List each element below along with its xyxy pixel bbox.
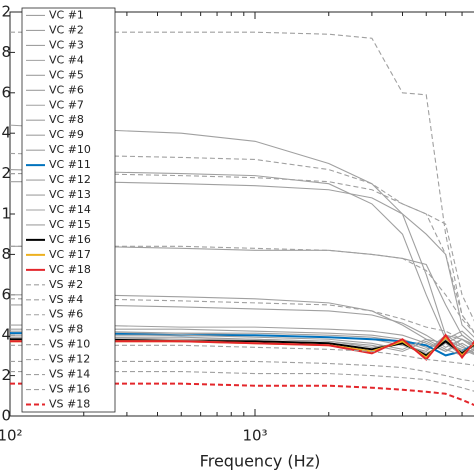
legend-label: VC #9 [49, 128, 84, 141]
legend-label: VC #13 [49, 188, 91, 201]
y-tick-label: 1.4 [0, 124, 11, 142]
series-line [10, 173, 474, 322]
legend-label: VC #18 [49, 263, 91, 276]
series-line [10, 31, 474, 333]
legend-label: VC #5 [49, 68, 84, 81]
y-tick-label: 0.2 [0, 366, 11, 384]
series-line [10, 371, 474, 392]
y-tick-label: 0.4 [0, 326, 11, 344]
series-line [10, 324, 474, 352]
legend-label: VC #7 [49, 98, 84, 111]
y-tick-label: 0 [1, 407, 11, 425]
legend-label: VC #14 [49, 203, 91, 216]
x-tick-label: 10² [0, 427, 23, 445]
legend-label: VC #1 [49, 8, 84, 21]
y-tick-label: 1.2 [0, 164, 11, 182]
series-line [10, 360, 474, 382]
y-tick-label: 2 [1, 3, 11, 21]
series-line [10, 336, 474, 357]
legend-label: VS #10 [49, 338, 90, 351]
legend-label: VC #15 [49, 218, 91, 231]
legend-label: VC #16 [49, 233, 91, 246]
legend-label: VS #8 [49, 323, 83, 336]
legend-label: VC #2 [49, 23, 84, 36]
series-line [10, 332, 474, 357]
y-tick-label: 0.6 [0, 285, 11, 303]
legend-label: VC #3 [49, 38, 84, 51]
legend-label: VS #2 [49, 278, 83, 291]
series-line [10, 344, 474, 366]
legend-label: VS #6 [49, 308, 83, 321]
series-line [10, 181, 474, 338]
legend-label: VC #17 [49, 248, 91, 261]
y-tick-label: 1.8 [0, 43, 11, 61]
y-tick-label: 0.8 [0, 245, 11, 263]
legend-label: VC #12 [49, 173, 91, 186]
legend-label: VC #4 [49, 53, 84, 66]
y-tick-label: 1 [1, 205, 11, 223]
legend-label: VS #14 [49, 368, 90, 381]
series-line [9, 152, 474, 333]
legend-label: VS #4 [49, 293, 83, 306]
legend-label: VS #12 [49, 353, 90, 366]
x-axis-label: Frequency (Hz) [200, 452, 321, 471]
legend-label: VC #6 [49, 83, 84, 96]
series-line [10, 382, 474, 407]
legend-label: VS #18 [49, 398, 90, 411]
series-line [10, 298, 474, 347]
series-line [10, 333, 474, 361]
series-line [10, 245, 474, 334]
legend: VC #1 VC #2 VC #3 VC #4 VC #5 VC #6 VC #7 VC #8… [21, 7, 116, 413]
legend-label: VS #16 [49, 383, 90, 396]
legend-label: VC #11 [49, 158, 91, 171]
legend-label: VC #8 [49, 113, 84, 126]
series-line [9, 169, 474, 343]
series-line [10, 334, 474, 357]
legend-label: VC #10 [49, 143, 91, 156]
y-tick-label: 1.6 [0, 83, 11, 101]
x-tick-label: 10³ [242, 427, 267, 445]
